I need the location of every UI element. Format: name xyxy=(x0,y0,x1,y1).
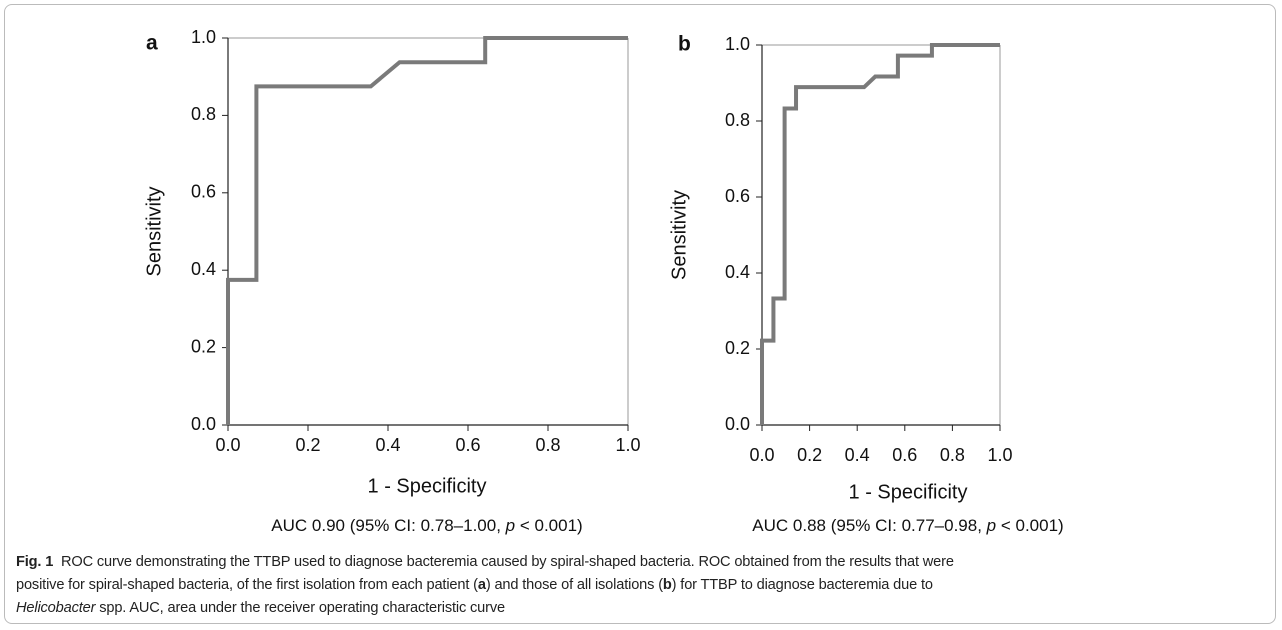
x-tick-label: 0.8 xyxy=(535,435,560,455)
y-tick-label: 0.0 xyxy=(725,414,750,434)
panel-label: b xyxy=(678,33,691,56)
caption-line: Helicobacter spp. AUC, area under the re… xyxy=(16,597,954,620)
figure-frame xyxy=(4,4,1276,624)
roc-curve xyxy=(226,36,628,425)
caption-text: ) and those of all isolations ( xyxy=(485,577,663,593)
y-tick-label: 0.8 xyxy=(191,104,216,124)
x-axis-title: 1 - Specificity xyxy=(849,481,968,503)
x-tick-label: 0.6 xyxy=(892,445,917,465)
x-tick-label: 1.0 xyxy=(615,435,640,455)
caption-text: positive for spiral-shaped bacteria, of … xyxy=(16,577,478,593)
caption: Fig. 1 ROC curve demonstrating the TTBP … xyxy=(16,551,954,620)
caption-line: Fig. 1 ROC curve demonstrating the TTBP … xyxy=(16,551,954,574)
y-tick-label: 0.2 xyxy=(191,336,216,356)
x-tick-label: 0.4 xyxy=(375,435,400,455)
y-tick-label: 0.4 xyxy=(725,262,750,282)
y-tick-label: 1.0 xyxy=(191,27,216,47)
x-tick-label: 0.2 xyxy=(295,435,320,455)
y-axis-title: Sensitivity xyxy=(143,186,165,276)
caption-text: ) for TTBP to diagnose bacteremia due to xyxy=(671,577,933,593)
figure: 0.0 0.2 0.4 0.6 0.8 1.0 0.0 0.2 0.4 0.6 0.8 1.0 1 - … xyxy=(143,27,1063,536)
auc-subtitle-part: < 0.001) xyxy=(996,516,1064,535)
auc-subtitle-part: AUC 0.90 (95% CI: 0.78–1.00, xyxy=(271,516,505,535)
y-tick-label: 0.8 xyxy=(725,110,750,130)
y-tick-label: 0.4 xyxy=(191,259,216,279)
caption-text: spp. AUC, area under the receiver operat… xyxy=(95,600,505,616)
caption-genus: Helicobacter xyxy=(16,600,96,616)
x-tick-label: 0.8 xyxy=(940,445,965,465)
y-tick-label: 0.0 xyxy=(191,414,216,434)
x-tick-label: 0.6 xyxy=(455,435,480,455)
auc-subtitle: AUC 0.90 (95% CI: 0.78–1.00, p < 0.001) xyxy=(271,516,582,535)
y-tick-label: 0.2 xyxy=(725,338,750,358)
x-tick-label: 0.2 xyxy=(797,445,822,465)
x-axis-title: 1 - Specificity xyxy=(368,475,487,497)
y-tick-label: 0.6 xyxy=(191,182,216,202)
panel-label: a xyxy=(146,32,158,55)
x-tick-label: 0.0 xyxy=(749,445,774,465)
auc-subtitle-part: AUC 0.88 (95% CI: 0.77–0.98, xyxy=(752,516,986,535)
auc-subtitle-part: p xyxy=(505,516,515,535)
x-tick-label: 1.0 xyxy=(987,445,1012,465)
auc-subtitle-part: < 0.001) xyxy=(515,516,583,535)
caption-line: positive for spiral-shaped bacteria, of … xyxy=(16,574,954,597)
roc-curve xyxy=(760,43,1000,425)
caption-text: ROC curve demonstrating the TTBP used to… xyxy=(53,554,954,570)
caption-label: Fig. 1 xyxy=(16,554,54,570)
auc-subtitle: AUC 0.88 (95% CI: 0.77–0.98, p < 0.001) xyxy=(752,516,1063,535)
caption-panel-ref: b xyxy=(662,577,672,593)
y-axis-title: Sensitivity xyxy=(668,190,690,280)
x-tick-label: 0.4 xyxy=(845,445,870,465)
caption-panel-ref: a xyxy=(477,577,486,593)
y-tick-label: 1.0 xyxy=(725,34,750,54)
auc-subtitle-part: p xyxy=(986,516,996,535)
x-tick-label: 0.0 xyxy=(215,435,240,455)
y-tick-label: 0.6 xyxy=(725,186,750,206)
